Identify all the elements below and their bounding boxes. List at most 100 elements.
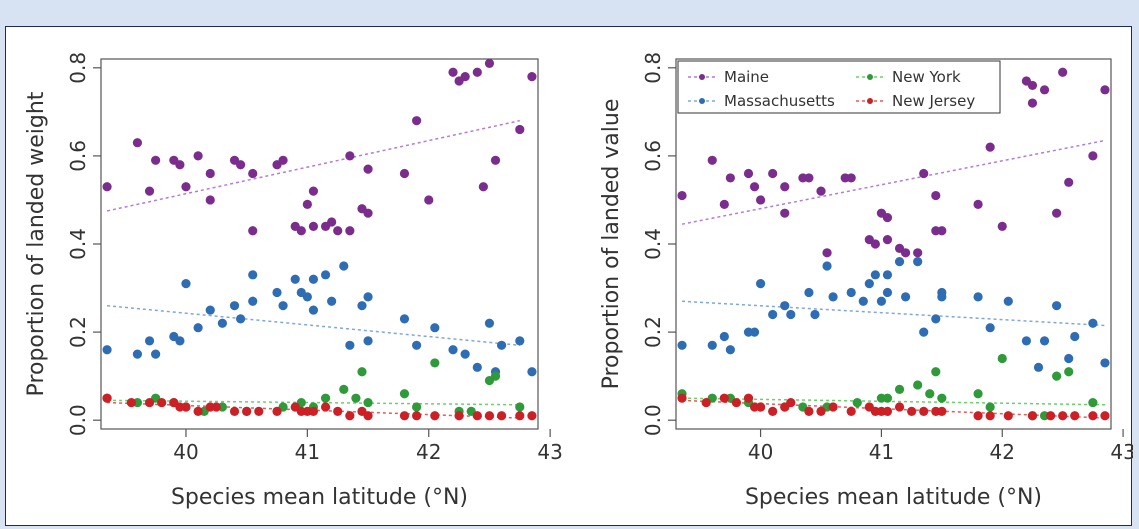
point-maine — [132, 138, 143, 148]
point-new-york — [997, 353, 1007, 364]
point-maine — [490, 155, 501, 165]
point-new-jersey — [211, 402, 221, 412]
plot-area — [675, 58, 1112, 430]
point-maine — [882, 234, 893, 245]
trend-line-new-york — [682, 397, 1105, 406]
point-massachusetts — [175, 336, 185, 346]
point-new-jersey — [677, 393, 687, 403]
point-new-york — [351, 393, 361, 403]
point-massachusetts — [1003, 296, 1013, 306]
point-massachusetts — [1070, 331, 1080, 342]
point-maine — [804, 173, 814, 183]
point-maine — [363, 164, 373, 174]
point-massachusetts — [132, 349, 143, 359]
point-maine — [919, 168, 929, 179]
point-new-jersey — [1003, 411, 1013, 421]
trend-line-massachusetts — [681, 300, 1106, 327]
point-new-jersey — [193, 406, 203, 416]
legend-marker-massachusetts — [699, 98, 705, 104]
point-new-york — [913, 380, 923, 390]
y-tick-label: 0.2 — [66, 316, 90, 348]
point-massachusetts — [448, 345, 458, 355]
point-maine — [424, 195, 434, 205]
point-massachusetts — [302, 292, 312, 302]
point-massachusetts — [181, 279, 191, 289]
point-new-jersey — [828, 402, 838, 412]
point-massachusetts — [1064, 353, 1074, 364]
point-new-jersey — [254, 406, 264, 416]
point-maine — [870, 239, 880, 249]
point-new-jersey — [454, 411, 464, 421]
point-maine — [1100, 85, 1110, 95]
point-maine — [333, 226, 343, 236]
point-massachusetts — [229, 301, 240, 311]
point-maine — [931, 190, 941, 201]
point-new-jersey — [907, 406, 917, 416]
point-maine — [363, 208, 373, 218]
y-tick-label: 0.2 — [641, 316, 665, 348]
point-maine — [515, 124, 525, 135]
x-tick-label: 40 — [748, 440, 773, 464]
y-tick-label: 0.6 — [66, 140, 90, 172]
point-massachusetts — [496, 340, 507, 350]
legend-marker-new-york — [867, 74, 873, 80]
point-new-jersey — [804, 406, 814, 416]
point-new-jersey — [985, 411, 995, 421]
point-new-york — [894, 384, 905, 394]
point-new-jersey — [894, 402, 905, 412]
trend-line-maine — [681, 139, 1106, 225]
x-tick-label: 43 — [537, 440, 562, 464]
point-new-jersey — [816, 406, 826, 416]
x-tick-label: 42 — [990, 440, 1015, 464]
point-massachusetts — [882, 270, 893, 280]
point-new-jersey — [472, 411, 482, 421]
point-new-jersey — [768, 406, 778, 416]
point-new-jersey — [731, 397, 742, 408]
point-new-jersey — [755, 402, 766, 412]
point-massachusetts — [345, 340, 355, 350]
point-maine — [768, 168, 778, 179]
point-maine — [181, 182, 191, 192]
y-tick-label: 0.8 — [641, 52, 665, 84]
point-maine — [448, 67, 458, 77]
point-maine — [743, 168, 754, 179]
point-massachusetts — [894, 257, 905, 267]
point-massachusetts — [248, 296, 258, 306]
point-massachusetts — [357, 301, 367, 311]
y-tick-label: 0.4 — [641, 228, 665, 260]
point-massachusetts — [725, 345, 735, 355]
point-new-jersey — [345, 411, 355, 421]
point-massachusetts — [870, 270, 880, 280]
legend: Maine New York Massachusetts New Jersey — [677, 60, 1001, 114]
point-maine — [755, 195, 766, 205]
point-new-york — [490, 371, 501, 381]
point-new-jersey — [333, 406, 343, 416]
point-massachusetts — [217, 318, 227, 328]
point-massachusetts — [193, 323, 203, 333]
point-new-jersey — [496, 411, 507, 421]
scatter-figure: 40 41 42 43 0.0 0.2 0.4 0.6 0.8 Species mean lati… — [24, 52, 1133, 510]
point-maine — [205, 195, 215, 205]
point-maine — [151, 155, 161, 165]
point-maine — [997, 221, 1007, 231]
point-massachusetts — [308, 274, 319, 284]
point-maine — [527, 72, 537, 82]
point-new-york — [1064, 367, 1074, 377]
point-new-jersey — [973, 411, 983, 421]
point-maine — [780, 208, 790, 218]
point-massachusetts — [707, 340, 717, 350]
point-new-jersey — [320, 402, 331, 412]
legend-marker-maine — [699, 74, 705, 80]
point-maine — [345, 151, 355, 161]
point-new-jersey — [399, 411, 410, 421]
point-massachusetts — [828, 292, 838, 302]
point-new-jersey — [430, 411, 440, 421]
point-new-jersey — [919, 406, 929, 416]
point-massachusetts — [677, 340, 687, 350]
y-tick-label: 0.0 — [66, 404, 90, 436]
point-massachusetts — [768, 309, 778, 320]
point-new-york — [412, 402, 422, 412]
point-maine — [677, 190, 687, 201]
point-new-jersey — [126, 397, 136, 408]
chart-panel-2: 40 41 42 43 0.0 0.2 0.4 0.6 0.8 Species mean lati… — [599, 52, 1133, 510]
